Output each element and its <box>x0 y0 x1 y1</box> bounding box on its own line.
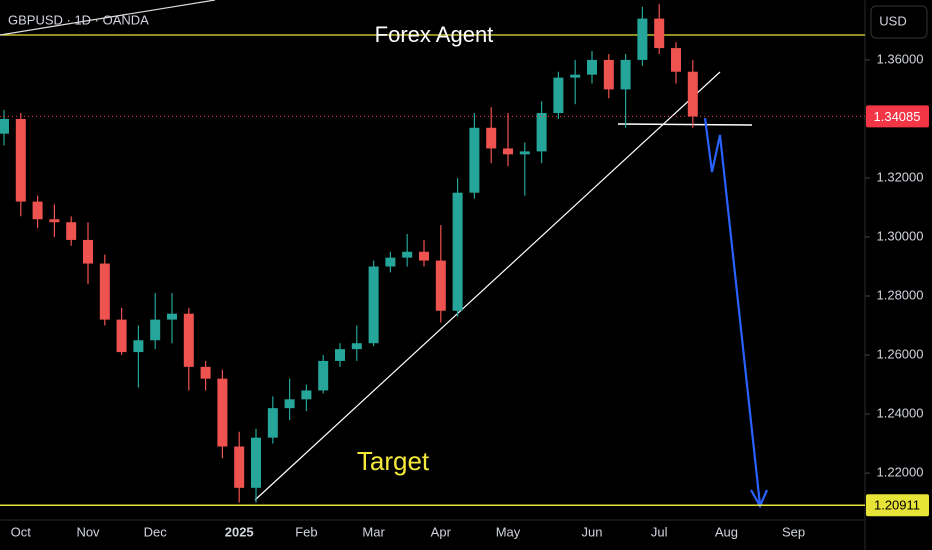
candle-body <box>133 340 144 353</box>
candle-body <box>385 257 396 267</box>
y-tick-label: 1.24000 <box>877 405 924 420</box>
x-tick-label: Dec <box>144 524 168 539</box>
candle-body <box>234 446 245 488</box>
candle-body <box>351 343 362 350</box>
candle-body <box>83 239 93 264</box>
candle-body <box>536 113 547 152</box>
x-tick-label: May <box>496 524 521 539</box>
candle-body <box>486 127 497 149</box>
y-tick-label: 1.28000 <box>877 287 924 302</box>
candle-body <box>335 349 345 361</box>
x-tick-label: Jul <box>651 524 668 539</box>
y-tick-label: 1.32000 <box>877 169 924 184</box>
candle-body <box>419 251 429 261</box>
x-tick-label: Aug <box>715 524 738 539</box>
candle-body <box>66 222 77 240</box>
candle-body <box>570 74 581 78</box>
x-tick-label: 2025 <box>225 524 254 539</box>
currency[interactable]: USD <box>879 13 906 28</box>
price-label-box <box>866 494 929 517</box>
annotation: Target <box>357 446 430 476</box>
candle-body <box>32 201 43 220</box>
candle-body <box>116 319 127 353</box>
price-label-box <box>866 105 929 128</box>
y-tick-label: 1.26000 <box>877 346 924 361</box>
candle-body <box>519 151 530 155</box>
trend-line <box>0 0 216 36</box>
candle-body <box>452 192 463 311</box>
candle-body <box>654 18 665 49</box>
candle-body <box>217 378 228 447</box>
candle-body <box>150 319 161 341</box>
candle-body <box>15 118 26 202</box>
x-tick-label: Jun <box>582 524 603 539</box>
x-tick-label: Nov <box>76 524 100 539</box>
candle-body <box>167 313 177 320</box>
y-tick-label: 1.22000 <box>877 465 924 480</box>
candle-body <box>435 260 446 311</box>
candle-body <box>637 18 648 60</box>
y-tick-label: 1.30000 <box>877 228 924 243</box>
price-label: 1.34085 <box>874 109 921 124</box>
candle-body <box>183 313 194 367</box>
chart-title: Forex Agent <box>375 22 494 47</box>
x-tick-label: Oct <box>11 524 32 539</box>
candle-body <box>402 251 413 258</box>
candle-body <box>318 360 329 391</box>
candles <box>0 3 698 503</box>
candle-body <box>553 77 564 114</box>
candle-body <box>251 437 261 488</box>
candle-body <box>671 48 681 72</box>
candle-body <box>200 366 211 379</box>
candle-body <box>0 118 9 134</box>
support-line <box>617 123 753 126</box>
candle-body <box>267 408 278 438</box>
candle-body <box>503 148 513 155</box>
forecast-arrow <box>703 117 762 506</box>
candle-body <box>469 127 480 193</box>
candle-body <box>587 59 597 75</box>
x-tick-label: Feb <box>295 524 317 539</box>
candle-body <box>603 59 614 90</box>
candle-body <box>49 219 60 223</box>
x-tick-label: Mar <box>362 524 385 539</box>
x-tick-label: Sep <box>782 524 805 539</box>
arrow-head <box>750 489 769 509</box>
candle-body <box>284 399 295 409</box>
candle-body <box>301 390 312 400</box>
symbol: GBPUSD · 1D · OANDA <box>8 12 149 27</box>
candle-body <box>620 59 631 90</box>
x-tick-label: Apr <box>431 524 452 539</box>
candle-body <box>368 266 379 344</box>
candle-body <box>99 263 110 320</box>
candle-body <box>687 71 698 117</box>
trend-line <box>254 71 721 501</box>
currency-button[interactable] <box>870 5 928 39</box>
price-label: 1.20911 <box>874 498 920 513</box>
y-tick-label: 1.36000 <box>877 51 924 66</box>
